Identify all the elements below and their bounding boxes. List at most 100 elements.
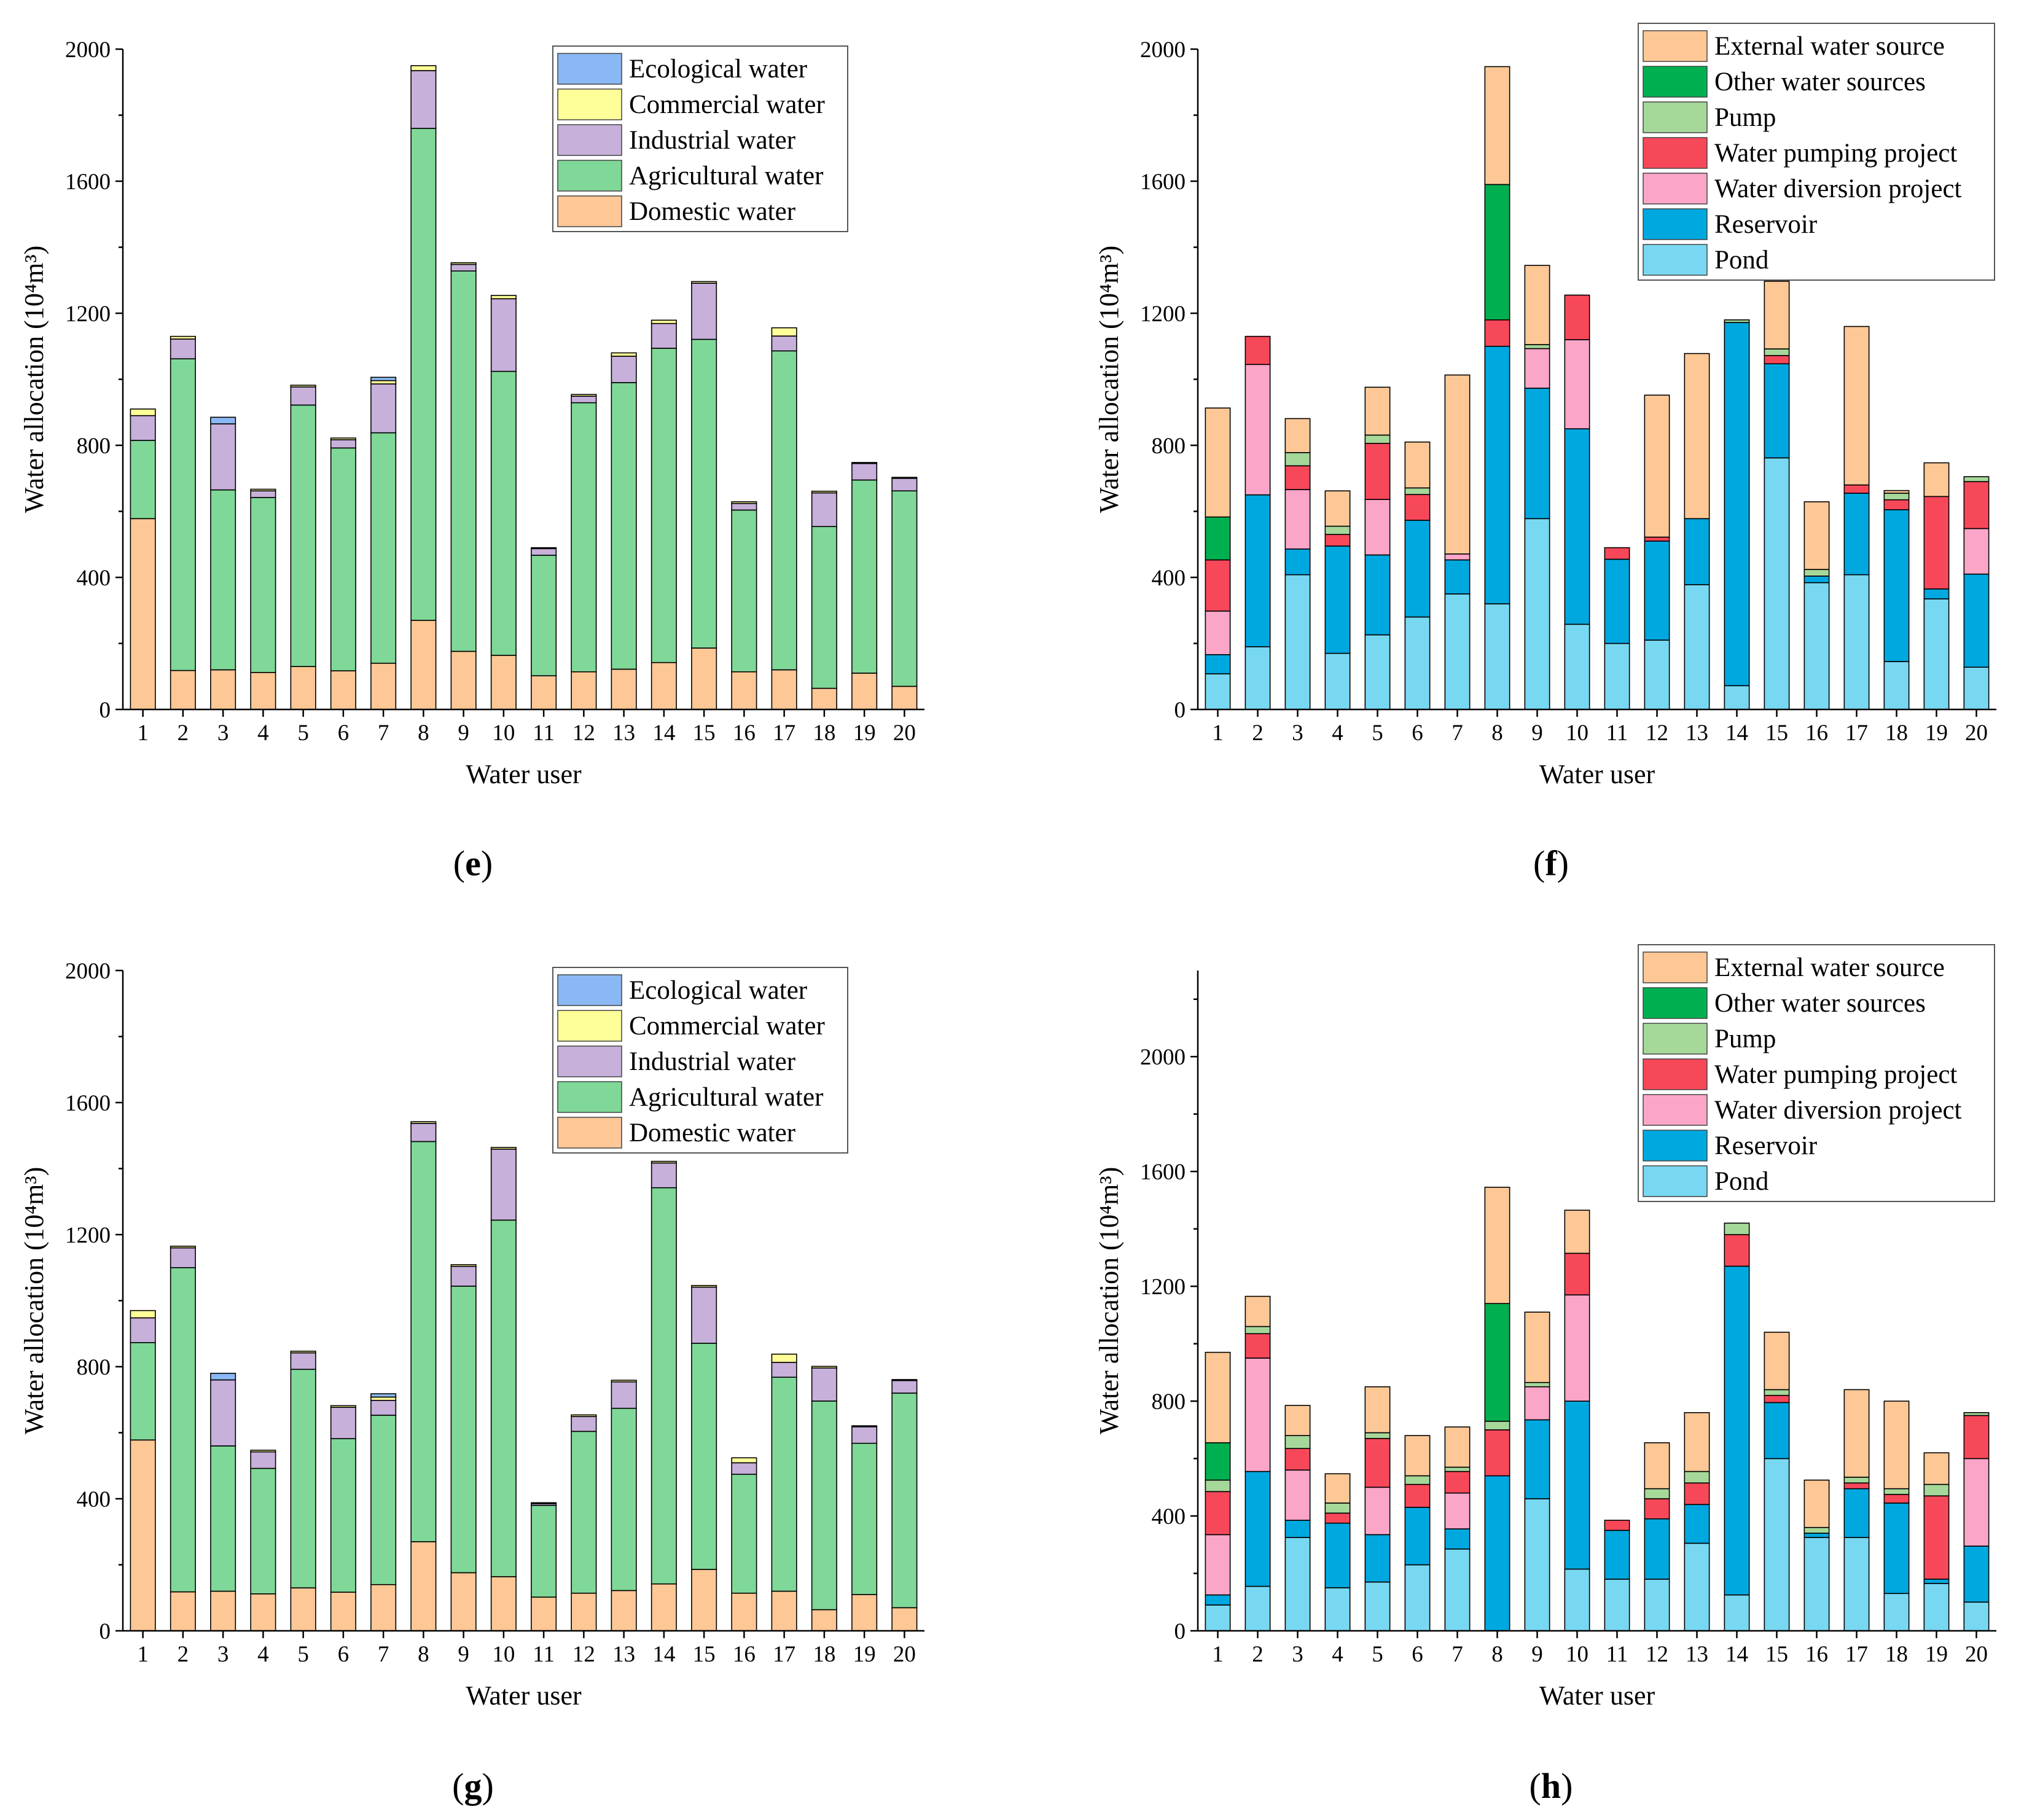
- legend-label-external-water-source: External water source: [1714, 953, 1945, 982]
- bar-h-9-water-diversion-project: [1524, 1386, 1550, 1421]
- bar-f-19-reservoir: [1923, 588, 1950, 600]
- bar-e-13-agricultural-water: [611, 382, 637, 670]
- y-tick-label: 800: [1152, 434, 1186, 459]
- bar-h-9-pump: [1524, 1381, 1550, 1388]
- x-tick-label: 1: [137, 1642, 149, 1667]
- bar-f-19-external-water-source: [1923, 462, 1950, 498]
- legend-swatch-commercial-water: [557, 1010, 622, 1042]
- bar-h-14-pond: [1724, 1594, 1750, 1631]
- legend-swatch-industrial-water: [557, 1045, 622, 1077]
- bar-f-8-pond: [1484, 603, 1510, 710]
- x-tick-label: 16: [1805, 1642, 1828, 1667]
- bar-g-13-industrial-water: [611, 1381, 637, 1409]
- bar-g-17-industrial-water: [771, 1362, 797, 1378]
- x-tick-label: 13: [1686, 1642, 1708, 1667]
- bar-e-8-domestic-water: [410, 620, 437, 710]
- bar-h-8-other-water-sources: [1484, 1303, 1510, 1422]
- bar-h-1-water-pumping-project: [1205, 1491, 1231, 1536]
- bar-h-3-pump: [1284, 1435, 1311, 1449]
- y-axis-label: Water allocation (10⁴m³): [1094, 246, 1124, 514]
- bar-e-20-industrial-water: [891, 477, 918, 491]
- bar-e-13-domestic-water: [611, 668, 637, 710]
- bar-f-14-pump: [1724, 319, 1750, 323]
- legend-swatch-industrial-water: [557, 124, 622, 156]
- bar-e-6-commercial-water: [330, 437, 356, 440]
- bar-e-18-industrial-water: [811, 492, 837, 528]
- bar-e-12-agricultural-water: [571, 402, 597, 673]
- bar-g-17-agricultural-water: [771, 1377, 797, 1592]
- bar-g-16-industrial-water: [731, 1462, 757, 1475]
- bar-h-7-pond: [1444, 1548, 1471, 1631]
- bar-f-1-water-diversion-project: [1205, 611, 1231, 655]
- x-tick-label: 19: [1925, 721, 1948, 746]
- legend: Ecological water Commercial water Industri…: [552, 967, 848, 1154]
- bar-g-2-commercial-water: [170, 1246, 196, 1249]
- bar-e-15-commercial-water: [691, 281, 717, 284]
- bar-e-8-commercial-water: [410, 65, 437, 71]
- y-tick-label: 400: [77, 1487, 111, 1512]
- bar-h-6-pond: [1404, 1564, 1431, 1631]
- legend-label-pond: Pond: [1714, 1167, 1768, 1196]
- x-tick-label: 1: [1212, 721, 1224, 746]
- legend-swatch-domestic-water: [557, 1117, 622, 1149]
- bar-f-10-water-diversion-project: [1564, 339, 1590, 429]
- bar-e-18-agricultural-water: [811, 526, 837, 689]
- y-tick-label: 400: [77, 566, 111, 591]
- bar-f-7-water-diversion-project: [1444, 553, 1471, 561]
- x-tick-label: 2: [178, 721, 189, 746]
- x-tick-label: 19: [853, 1642, 876, 1667]
- x-tick-label: 13: [1686, 721, 1708, 746]
- bar-e-5-domestic-water: [290, 666, 316, 710]
- bar-h-16-external-water-source: [1803, 1479, 1830, 1528]
- bar-g-8-agricultural-water: [410, 1141, 437, 1542]
- bar-f-18-external-water-source: [1883, 490, 1910, 494]
- bar-e-16-agricultural-water: [731, 509, 757, 673]
- bar-g-7-agricultural-water: [370, 1415, 397, 1585]
- x-tick-label: 20: [893, 721, 916, 746]
- bar-g-9-industrial-water: [450, 1265, 477, 1287]
- bar-e-18-domestic-water: [811, 687, 837, 710]
- bar-f-20-pond: [1963, 666, 1990, 710]
- bar-h-11-water-pumping-project: [1604, 1520, 1630, 1531]
- x-tick-label: 7: [1452, 721, 1463, 746]
- x-tick-label: 14: [1725, 1642, 1748, 1667]
- x-tick-label: 8: [418, 1642, 429, 1667]
- bar-h-10-water-pumping-project: [1564, 1252, 1590, 1295]
- bar-f-20-pump: [1963, 476, 1990, 482]
- bar-h-2-water-pumping-project: [1244, 1333, 1271, 1359]
- x-tick-label: 10: [1566, 1642, 1588, 1667]
- bar-e-19-commercial-water: [851, 462, 878, 464]
- bar-f-4-external-water-source: [1324, 490, 1351, 527]
- bar-e-9-agricultural-water: [450, 270, 477, 652]
- bar-h-6-external-water-source: [1404, 1435, 1431, 1477]
- bar-h-17-reservoir: [1843, 1488, 1870, 1538]
- y-tick-label: 800: [1152, 1389, 1186, 1415]
- bar-e-4-domestic-water: [250, 672, 276, 710]
- y-tick-label: 0: [1174, 1619, 1186, 1644]
- x-tick-label: 5: [1372, 721, 1383, 746]
- bar-h-14-pump: [1724, 1222, 1750, 1235]
- x-tick-label: 4: [1332, 721, 1343, 746]
- bar-f-12-pond: [1644, 639, 1670, 710]
- x-tick-label: 18: [813, 1642, 835, 1667]
- bar-e-1-domestic-water: [130, 518, 156, 710]
- legend-label-external-water-source: External water source: [1714, 32, 1945, 61]
- bar-e-15-industrial-water: [691, 283, 717, 340]
- bar-g-18-commercial-water: [811, 1365, 837, 1369]
- bar-f-17-water-pumping-project: [1843, 484, 1870, 494]
- bar-h-11-reservoir: [1604, 1529, 1630, 1580]
- legend-label-commercial-water: Commercial water: [629, 1012, 825, 1041]
- bar-f-4-water-pumping-project: [1324, 534, 1351, 547]
- bar-f-13-pond: [1684, 584, 1710, 710]
- bar-g-4-industrial-water: [250, 1451, 276, 1469]
- bar-f-6-external-water-source: [1404, 441, 1431, 489]
- bar-g-15-industrial-water: [691, 1286, 717, 1344]
- bar-h-18-pond: [1883, 1593, 1910, 1631]
- bar-e-3-domestic-water: [210, 669, 236, 710]
- bar-f-10-water-pumping-project: [1564, 294, 1590, 340]
- bar-h-19-pump: [1923, 1483, 1950, 1497]
- x-tick-label: 17: [1845, 721, 1868, 746]
- x-tick-label: 6: [1412, 721, 1423, 746]
- bar-g-6-agricultural-water: [330, 1438, 356, 1593]
- bar-g-4-agricultural-water: [250, 1467, 276, 1595]
